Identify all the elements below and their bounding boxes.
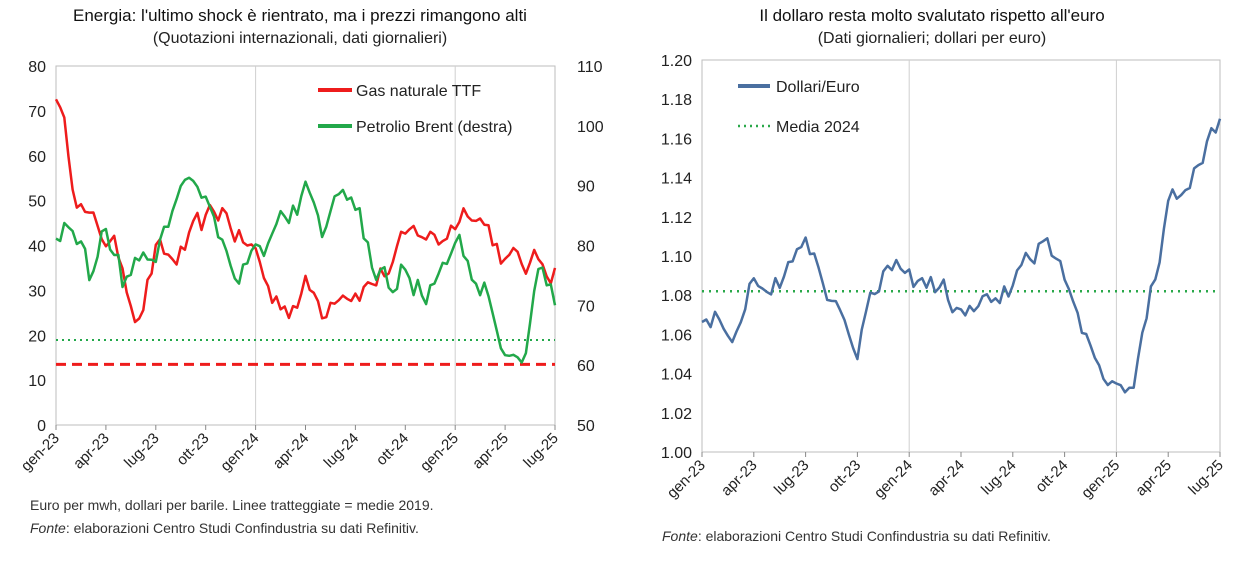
right-x-tick-label: lug-23 bbox=[771, 457, 813, 499]
right-y-tick-label: 1.04 bbox=[661, 367, 692, 384]
left-y2-tick-label: 80 bbox=[577, 239, 595, 256]
left-y-tick-label: 60 bbox=[28, 149, 46, 166]
right-y-tick-label: 1.18 bbox=[661, 92, 692, 109]
legend-brent-label: Petrolio Brent (destra) bbox=[356, 119, 513, 136]
left-x-tick-label: lug-23 bbox=[121, 430, 163, 472]
left-x-tick-label: apr-24 bbox=[270, 430, 313, 473]
left-chart-note: Euro per mwh, dollari per barile. Linee … bbox=[30, 497, 434, 513]
left-y-tick-label: 0 bbox=[37, 418, 46, 435]
left-y-tick-label: 30 bbox=[28, 283, 46, 300]
left-x-tick-label: apr-25 bbox=[469, 430, 512, 473]
right-x-tick-label: ott-24 bbox=[1032, 457, 1071, 496]
right-source-text: : elaborazioni Centro Studi Confindustri… bbox=[697, 528, 1051, 544]
left-source-text: : elaborazioni Centro Studi Confindustri… bbox=[65, 520, 419, 536]
left-x-tick-label: gen-25 bbox=[417, 430, 462, 475]
left-y2-tick-label: 100 bbox=[577, 119, 604, 136]
right-chart-subtitle: (Dati giornalieri; dollari per euro) bbox=[817, 30, 1047, 47]
right-chart-title: Il dollaro resta molto svalutato rispett… bbox=[759, 6, 1105, 25]
left-x-tick-label: lug-25 bbox=[520, 430, 562, 472]
left-chart-title: Energia: l'ultimo shock è rientrato, ma … bbox=[73, 6, 527, 25]
usd-euro-series-line bbox=[701, 118, 1222, 394]
right-y-tick-label: 1.10 bbox=[661, 249, 692, 266]
right-chart-panel: Il dollaro resta molto svalutato rispett… bbox=[620, 0, 1244, 566]
left-x-tick-label: lug-24 bbox=[321, 430, 363, 472]
left-y2-tick-label: 110 bbox=[577, 59, 603, 76]
right-y-tick-label: 1.14 bbox=[661, 171, 692, 188]
left-y-tick-label: 80 bbox=[28, 59, 46, 76]
left-chart-subtitle: (Quotazioni internazionali, dati giornal… bbox=[152, 30, 448, 47]
right-y-tick-label: 1.00 bbox=[661, 445, 692, 462]
right-y-tick-label: 1.12 bbox=[661, 210, 692, 227]
left-y2-tick-label: 70 bbox=[577, 298, 595, 315]
left-source-label: Fonte bbox=[30, 520, 66, 536]
left-y-tick-label: 10 bbox=[28, 373, 46, 390]
left-x-tick-label: apr-23 bbox=[70, 430, 113, 473]
left-chart-source: Fonte: elaborazioni Centro Studi Confind… bbox=[30, 520, 419, 536]
left-y-tick-label: 50 bbox=[28, 194, 46, 211]
right-x-tick-label: gen-25 bbox=[1078, 457, 1123, 502]
right-x-tick-label: lug-25 bbox=[1185, 457, 1227, 499]
right-y-tick-label: 1.02 bbox=[661, 406, 692, 423]
left-x-tick-label: ott-23 bbox=[173, 430, 212, 469]
right-x-tick-label: ott-23 bbox=[825, 457, 864, 496]
left-y-tick-label: 40 bbox=[28, 239, 46, 256]
right-y-tick-label: 1.08 bbox=[661, 288, 692, 305]
left-y-tick-label: 70 bbox=[28, 104, 46, 121]
right-x-tick-label: apr-23 bbox=[718, 457, 761, 500]
right-x-tick-label: lug-24 bbox=[978, 457, 1020, 499]
left-x-tick-label: gen-23 bbox=[18, 430, 63, 475]
legend-gas-label: Gas naturale TTF bbox=[356, 83, 481, 100]
left-y2-tick-label: 50 bbox=[577, 418, 595, 435]
right-x-tick-label: gen-24 bbox=[871, 457, 916, 502]
legend-media-label: Media 2024 bbox=[776, 119, 860, 136]
right-chart-source: Fonte: elaborazioni Centro Studi Confind… bbox=[662, 528, 1051, 544]
brent-series-line bbox=[55, 176, 557, 364]
right-x-tick-label: apr-25 bbox=[1132, 457, 1175, 500]
right-y-tick-label: 1.06 bbox=[661, 327, 692, 344]
right-y-tick-label: 1.16 bbox=[661, 131, 692, 148]
left-x-tick-label: gen-24 bbox=[217, 430, 262, 475]
right-x-tick-label: apr-24 bbox=[925, 457, 968, 500]
left-chart-panel: Energia: l'ultimo shock è rientrato, ma … bbox=[0, 0, 604, 566]
gas-series-line bbox=[54, 98, 557, 324]
left-y2-tick-label: 60 bbox=[577, 358, 595, 375]
left-y-tick-label: 20 bbox=[28, 328, 46, 345]
left-y2-tick-label: 90 bbox=[577, 179, 595, 196]
left-x-tick-label: ott-24 bbox=[373, 430, 412, 469]
right-x-tick-label: gen-23 bbox=[664, 457, 709, 502]
legend-usd-label: Dollari/Euro bbox=[776, 79, 860, 96]
right-chart: 1.00 1.02 1.04 1.06 1.08 1.10 1.12 1.14 1.16 1.18… bbox=[661, 53, 1227, 502]
right-y-tick-label: 1.20 bbox=[661, 53, 692, 70]
right-source-label: Fonte bbox=[662, 528, 698, 544]
